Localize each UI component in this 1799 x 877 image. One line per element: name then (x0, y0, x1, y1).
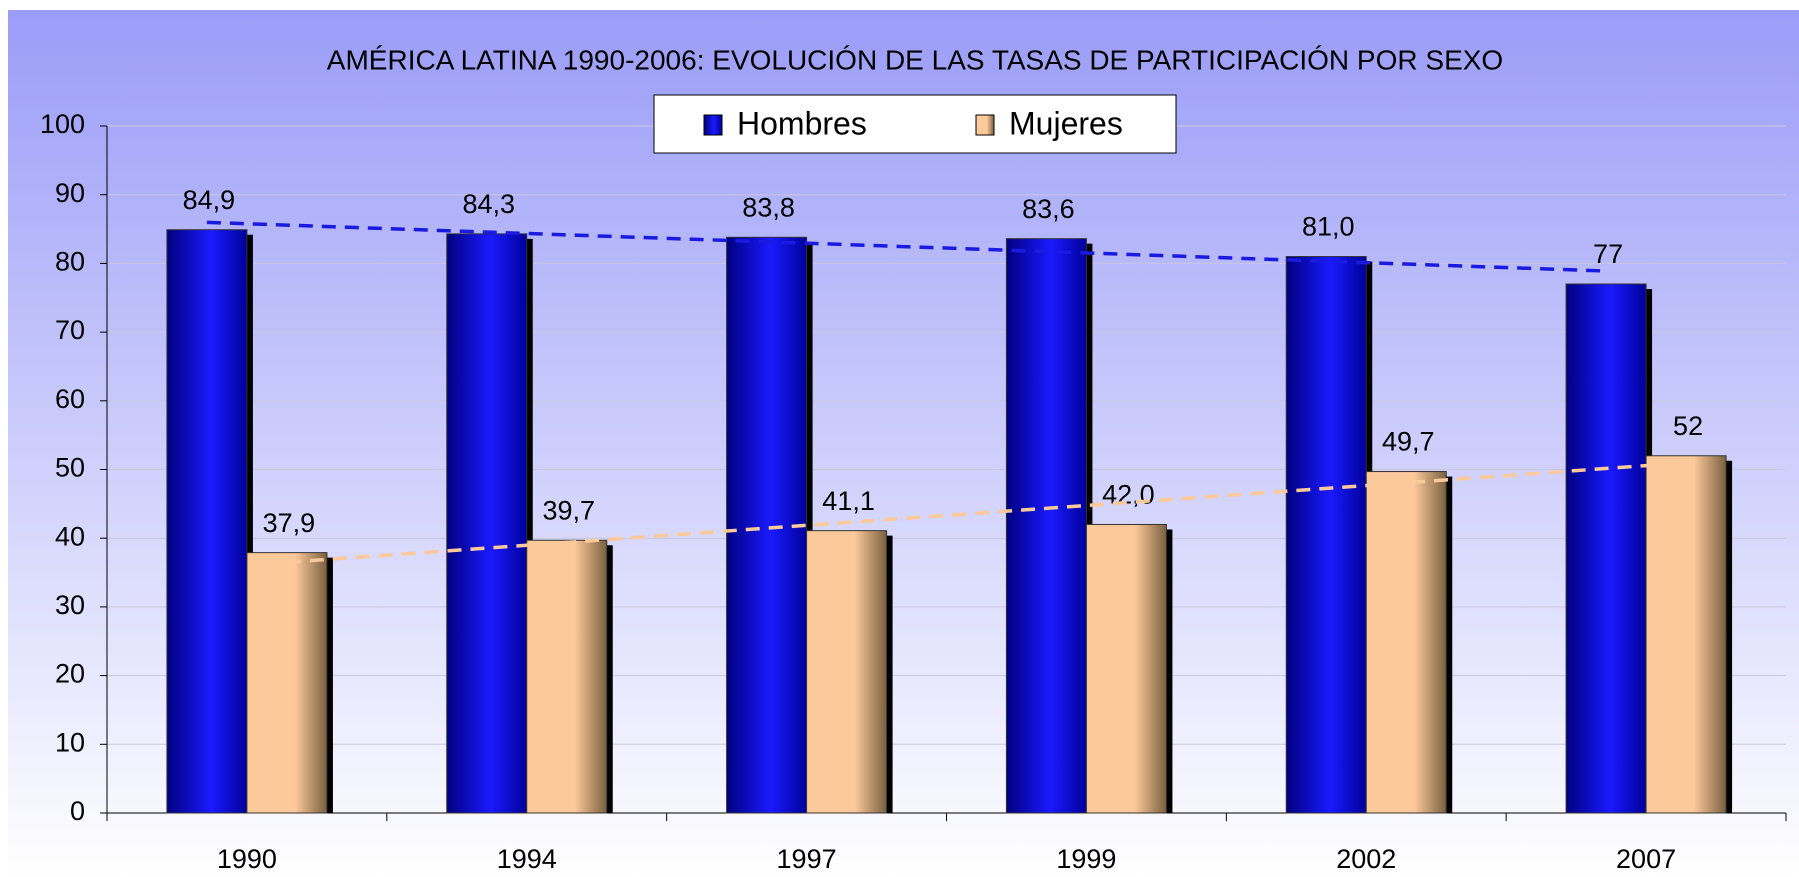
y-tick-label: 60 (55, 384, 85, 414)
bar (1085, 523, 1167, 814)
bar (1565, 283, 1647, 814)
bar (526, 539, 608, 814)
value-label: 39,7 (542, 495, 595, 525)
x-tick-label: 1997 (777, 844, 837, 874)
y-tick-label: 30 (55, 590, 85, 620)
legend-label: Hombres (737, 105, 867, 141)
bar (166, 229, 248, 814)
x-tick-label: 2007 (1616, 844, 1676, 874)
bar (1365, 471, 1447, 814)
y-tick-label: 40 (55, 521, 85, 551)
bar (1645, 455, 1727, 814)
legend-swatch (703, 114, 723, 136)
legend-swatch (975, 114, 995, 136)
value-label: 83,8 (742, 192, 795, 222)
x-tick-label: 1994 (497, 844, 557, 874)
trendline (206, 220, 1607, 273)
value-label: 81,0 (1302, 212, 1355, 242)
value-label: 52 (1673, 411, 1703, 441)
value-label: 49,7 (1382, 427, 1435, 457)
y-tick-label: 90 (55, 178, 85, 208)
bar (1285, 256, 1367, 814)
trendline (286, 461, 1687, 565)
value-label: 83,6 (1022, 194, 1075, 224)
value-label: 84,9 (183, 185, 236, 215)
y-tick-label: 20 (55, 659, 85, 689)
y-tick-label: 10 (55, 727, 85, 757)
value-label: 37,9 (263, 508, 316, 538)
x-tick-label: 1990 (217, 844, 277, 874)
legend-label: Mujeres (1009, 105, 1123, 141)
x-tick-label: 1999 (1056, 844, 1116, 874)
y-tick-label: 0 (70, 796, 85, 826)
value-label: 77 (1593, 239, 1623, 269)
y-tick-label: 100 (40, 109, 85, 139)
bar (246, 552, 328, 814)
bar (806, 530, 888, 814)
chart-title: AMÉRICA LATINA 1990-2006: EVOLUCIÓN DE L… (327, 44, 1503, 75)
y-tick-label: 50 (55, 453, 85, 483)
y-tick-label: 80 (55, 247, 85, 277)
bar (1005, 238, 1087, 814)
value-label: 42,0 (1102, 480, 1155, 510)
bar (446, 233, 528, 814)
value-label: 41,1 (822, 486, 875, 516)
value-label: 84,3 (462, 189, 515, 219)
x-tick-label: 2002 (1336, 844, 1396, 874)
legend-box (653, 94, 1177, 154)
y-tick-label: 70 (55, 315, 85, 345)
